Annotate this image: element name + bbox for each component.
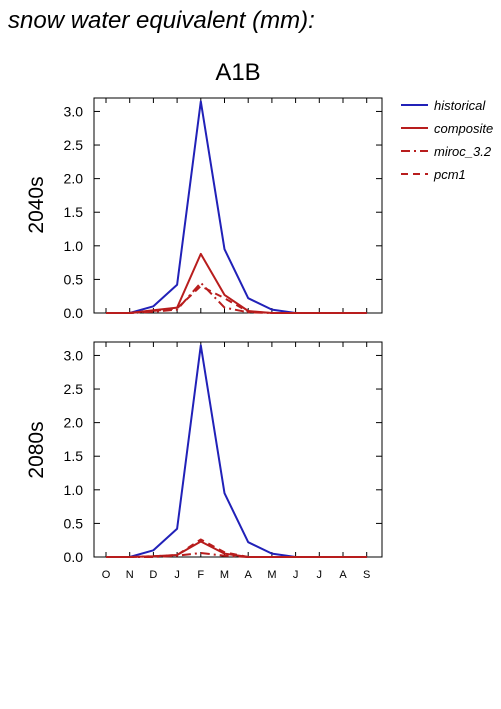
x-tick-label: S [363, 569, 370, 581]
y-tick-label: 0.5 [64, 515, 84, 531]
y-tick-label: 1.0 [64, 238, 84, 254]
x-tick-label: O [102, 569, 111, 581]
figure-title: snow water equivalent (mm): [8, 7, 315, 34]
series-line-miroc-3-2 [106, 552, 367, 558]
series-line-pcm1 [106, 538, 367, 558]
legend-label: historical [434, 98, 486, 113]
y-tick-label: 2.5 [64, 137, 84, 153]
x-tick-label: M [220, 569, 229, 581]
period-label-2040s: 2040s [25, 176, 48, 233]
y-tick-label: 3.0 [64, 103, 84, 119]
x-tick-label: A [339, 569, 347, 581]
plot-frame [93, 97, 383, 314]
panel-2040s: 2040s 0.0 0.5 1.0 1.5 2.0 2.5 3.0 [25, 97, 383, 321]
x-tick-label: A [245, 569, 253, 581]
x-tick-label: J [174, 569, 180, 581]
x-tick-label: M [267, 569, 276, 581]
x-tick-label: F [197, 569, 204, 581]
legend-label: miroc_3.2 [434, 144, 492, 159]
legend: historical composite miroc_3.2 pcm1 [401, 98, 493, 182]
y-tick-label: 2.0 [64, 171, 84, 187]
period-label-2080s: 2080s [25, 421, 48, 478]
y-tick-label: 1.5 [64, 448, 84, 464]
y-tick-label: 0.0 [64, 549, 84, 565]
y-tick-label: 1.5 [64, 204, 84, 220]
y-tick-label: 0.0 [64, 305, 84, 321]
legend-label: pcm1 [433, 167, 466, 182]
series-line-historical [106, 344, 367, 558]
y-tick-label: 1.0 [64, 482, 84, 498]
series-line-miroc-3-2 [106, 281, 367, 314]
x-tick-label: D [149, 569, 157, 581]
series-line-pcm1 [106, 285, 367, 314]
x-tick-label: J [317, 569, 323, 581]
scenario-label: A1B [215, 59, 260, 86]
y-tick-label: 3.0 [64, 347, 84, 363]
y-tick-label: 0.5 [64, 271, 84, 287]
plot-frame [93, 341, 383, 558]
y-tick-label: 2.0 [64, 415, 84, 431]
legend-label: composite [434, 121, 493, 136]
x-tick-label: N [126, 569, 134, 581]
series-line-historical [106, 100, 367, 314]
panel-2080s: 2080s 0.0 0.5 1.0 1.5 2.0 2.5 3.0 [25, 341, 383, 565]
y-tick-label: 2.5 [64, 381, 84, 397]
series-line-composite [106, 252, 367, 314]
x-tick-label: J [293, 569, 299, 581]
